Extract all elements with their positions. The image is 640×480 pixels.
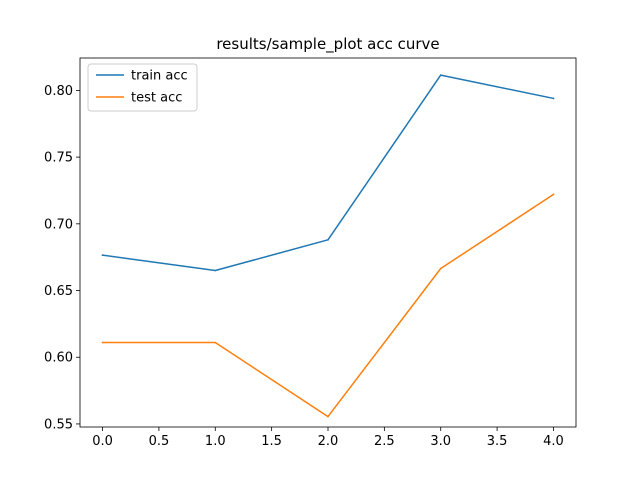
data-point <box>439 74 442 76</box>
data-point <box>439 267 442 270</box>
x-tick-label: 3.0 <box>430 434 451 449</box>
legend: train acc test acc <box>87 63 198 112</box>
data-point <box>552 97 555 100</box>
data-point <box>327 415 329 418</box>
data-point <box>552 193 555 196</box>
y-tick-label: 0.55 <box>44 417 73 432</box>
data-point <box>327 239 329 241</box>
data-point <box>214 341 217 344</box>
chart-title: results/sample_plot acc curve <box>216 35 439 54</box>
x-tick-label: 1.0 <box>205 434 226 449</box>
x-tick-label: 1.5 <box>261 434 282 449</box>
x-tick-label: 2.5 <box>374 434 395 449</box>
legend-label: test acc <box>131 91 182 106</box>
y-tick-label: 0.65 <box>44 284 73 299</box>
data-point <box>101 254 104 256</box>
data-point <box>214 269 217 272</box>
y-tick-label: 0.75 <box>44 151 73 166</box>
y-tick-label: 0.70 <box>44 217 73 232</box>
x-tick-label: 3.5 <box>487 434 508 449</box>
y-tick-label: 0.80 <box>44 84 73 99</box>
x-tick-label: 0.5 <box>149 434 170 449</box>
legend-label: train acc <box>131 69 188 84</box>
x-tick-label: 0.0 <box>92 434 113 449</box>
data-point <box>101 341 104 344</box>
plot-area <box>101 74 555 418</box>
y-tick-label: 0.60 <box>44 351 73 366</box>
axes: 0.0 0.5 1.0 1.5 2.0 2.5 3.0 3.5 4.0 0.55 0.60 0.65 0… <box>44 57 577 449</box>
x-tick-label: 2.0 <box>318 434 339 449</box>
x-tick-label: 4.0 <box>543 434 564 449</box>
